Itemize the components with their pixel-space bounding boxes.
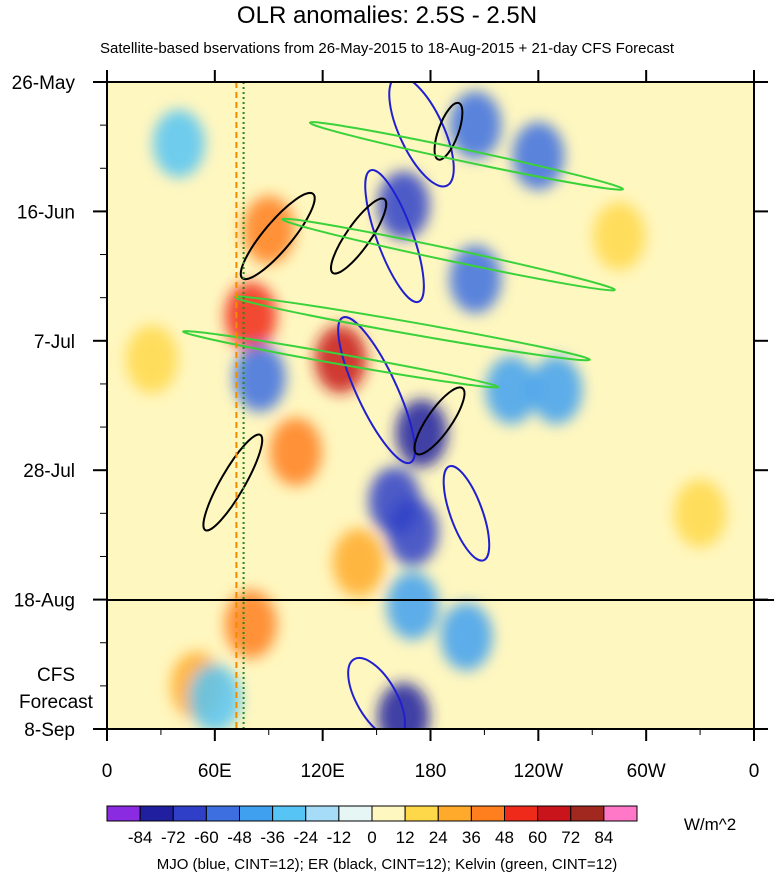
colorbar-swatch-5 bbox=[272, 805, 307, 822]
contour-legend-note: MJO (blue, CINT=12); ER (black, CINT=12)… bbox=[156, 856, 618, 873]
y-tick-label-0: 26-May bbox=[12, 73, 76, 94]
colorbar-label-10: 36 bbox=[462, 828, 481, 847]
anomaly-feature-16 bbox=[512, 121, 565, 190]
colorbar-swatch-13 bbox=[537, 805, 572, 822]
colorbar-swatch-15 bbox=[603, 805, 638, 822]
x-tick-label-5: 60W bbox=[627, 761, 666, 782]
forecast-label-2: Forecast bbox=[19, 692, 94, 713]
anomaly-feature-4 bbox=[224, 590, 277, 659]
anomaly-feature-24 bbox=[152, 109, 205, 178]
colorbar-swatch-0 bbox=[106, 805, 141, 822]
anomaly-feature-9 bbox=[593, 202, 646, 271]
anomaly-feature-21 bbox=[440, 602, 493, 671]
anomaly-feature-19 bbox=[386, 571, 439, 640]
anomaly-feature-11 bbox=[395, 399, 448, 468]
colorbar-swatch-7 bbox=[338, 805, 373, 822]
anomaly-feature-7 bbox=[125, 325, 178, 394]
colorbar-label-5: -24 bbox=[293, 828, 318, 847]
x-tick-label-4: 120W bbox=[514, 761, 564, 782]
colorbar-swatch-11 bbox=[470, 805, 505, 822]
kelvin-contour-0 bbox=[308, 121, 624, 191]
y-tick-label-3: 28-Jul bbox=[23, 461, 75, 482]
colorbar-swatch-1 bbox=[139, 805, 174, 822]
colorbar-swatch-4 bbox=[239, 805, 274, 822]
anomaly-feature-13 bbox=[386, 497, 439, 566]
anomaly-feature-3 bbox=[269, 417, 322, 486]
colorbar-swatch-9 bbox=[404, 805, 439, 822]
kelvin-contour-3 bbox=[182, 330, 500, 389]
colorbar-label-8: 12 bbox=[396, 828, 415, 847]
axes: 0 60E 120E 180 120W 60W 0 26-May 16-Jun 7-Jul 28-J… bbox=[12, 70, 768, 782]
colorbar-label-1: -72 bbox=[161, 828, 186, 847]
anomaly-feature-25 bbox=[188, 664, 241, 729]
x-tick-label-6: 0 bbox=[749, 761, 760, 782]
colorbar-label-11: 48 bbox=[495, 828, 514, 847]
anomaly-feature-2 bbox=[242, 195, 295, 264]
anomaly-feature-18 bbox=[485, 356, 538, 425]
y-tick-label-1: 16-Jun bbox=[17, 202, 75, 223]
x-tick-label-2: 120E bbox=[300, 761, 344, 782]
er-contour-0 bbox=[239, 191, 316, 281]
x-tick-label-0: 0 bbox=[102, 761, 113, 782]
y-tick-label-5: 8-Sep bbox=[24, 720, 75, 741]
chart-title: OLR anomalies: 2.5S - 2.5N bbox=[236, 2, 538, 29]
y-tick-label-4: 18-Aug bbox=[14, 591, 75, 612]
colorbar-label-14: 84 bbox=[594, 828, 613, 847]
mjo-contour-4 bbox=[347, 656, 406, 729]
colorbar-swatch-6 bbox=[305, 805, 340, 822]
x-tick-label-1: 60E bbox=[198, 761, 232, 782]
colorbar-swatch-10 bbox=[437, 805, 472, 822]
anomaly-feature-10 bbox=[674, 479, 727, 548]
colorbar: -84 -72 -60 -48 -36 -24 -12 0 12 24 36 48 60 72 84 bbox=[106, 805, 638, 847]
er-contour-4 bbox=[413, 386, 466, 456]
anomaly-feature-20 bbox=[377, 682, 430, 729]
y-tick-label-2: 7-Jul bbox=[34, 332, 75, 353]
contour-overlays bbox=[182, 82, 624, 729]
colorbar-label-6: -12 bbox=[327, 828, 352, 847]
colorbar-label-12: 60 bbox=[528, 828, 547, 847]
chart-subtitle: Satellite-based bservations from 26-May-… bbox=[99, 40, 675, 57]
anomaly-feature-15 bbox=[449, 91, 502, 160]
anomaly-feature-17 bbox=[449, 245, 502, 314]
kelvin-contour-2 bbox=[234, 295, 591, 362]
colorbar-label-7: 0 bbox=[367, 828, 376, 847]
colorbar-label-3: -48 bbox=[227, 828, 252, 847]
colorbar-swatch-12 bbox=[504, 805, 539, 822]
reference-lines bbox=[235, 82, 245, 729]
anomaly-feature-6 bbox=[332, 528, 385, 597]
colorbar-units: W/m^2 bbox=[684, 815, 736, 834]
colorbar-label-4: -36 bbox=[260, 828, 285, 847]
colorbar-label-2: -60 bbox=[194, 828, 219, 847]
forecast-label-1: CFS bbox=[37, 665, 75, 686]
er-contour-2 bbox=[433, 101, 464, 161]
anomaly-feature-1 bbox=[314, 325, 367, 394]
anomaly-field bbox=[125, 91, 727, 729]
colorbar-swatch-2 bbox=[172, 805, 207, 822]
x-tick-label-3: 180 bbox=[415, 761, 447, 782]
colorbar-label-0: -84 bbox=[128, 828, 153, 847]
colorbar-swatch-8 bbox=[371, 805, 406, 822]
anomaly-feature-22 bbox=[233, 343, 286, 412]
mjo-contour-3 bbox=[442, 465, 491, 562]
colorbar-swatch-14 bbox=[570, 805, 605, 822]
colorbar-swatch-3 bbox=[205, 805, 240, 822]
mjo-contour-2 bbox=[337, 316, 416, 465]
colorbar-label-13: 72 bbox=[561, 828, 580, 847]
anomaly-feature-8 bbox=[674, 356, 727, 425]
mjo-contour-1 bbox=[364, 168, 425, 304]
anomaly-feature-23 bbox=[530, 356, 583, 425]
kelvin-contour-1 bbox=[281, 217, 616, 292]
colorbar-label-9: 24 bbox=[429, 828, 448, 847]
